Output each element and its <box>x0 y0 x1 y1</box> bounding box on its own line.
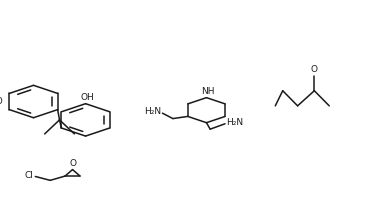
Text: NH: NH <box>201 87 214 96</box>
Text: H₂N: H₂N <box>227 118 244 127</box>
Text: O: O <box>311 65 318 74</box>
Text: Cl: Cl <box>24 171 33 180</box>
Text: O: O <box>69 159 76 168</box>
Text: OH: OH <box>81 92 94 102</box>
Text: H₂N: H₂N <box>144 107 161 116</box>
Text: HO: HO <box>0 97 3 106</box>
